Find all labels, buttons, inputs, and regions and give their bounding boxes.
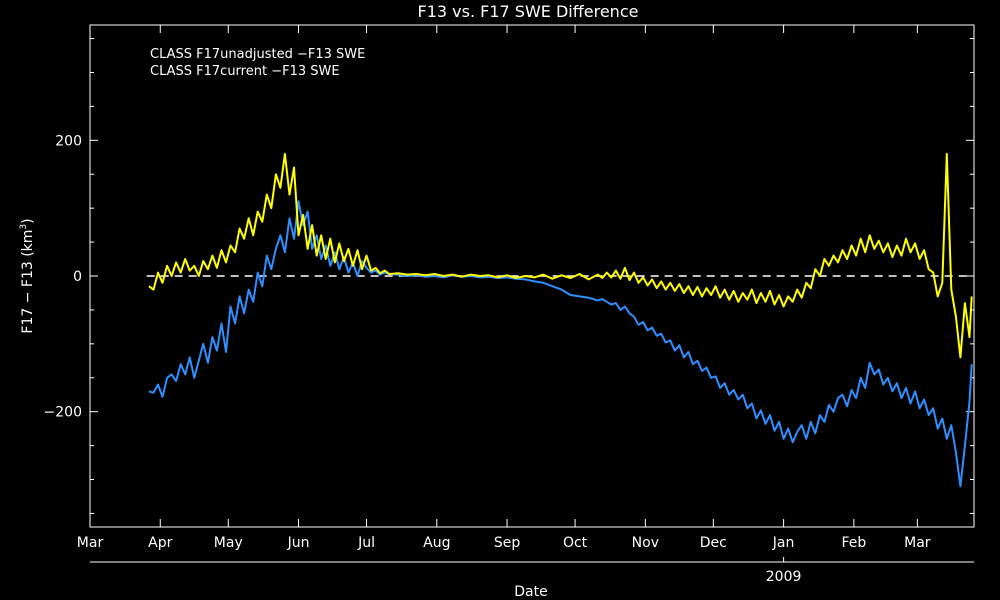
legend-entry-current: CLASS F17current −F13 SWE: [150, 64, 340, 79]
y-axis: −200 0 200: [44, 38, 974, 514]
series-line-current: [148, 152, 973, 359]
y-tick-label: 0: [73, 269, 82, 285]
y-axis-label-superscript: 3: [19, 224, 29, 230]
x-tick-label: Jan: [772, 535, 795, 551]
x-tick-label: Jun: [287, 535, 310, 551]
legend-entry-unadjusted: CLASS F17unadjusted −F13 SWE: [150, 47, 365, 62]
x-tick-label: Sep: [494, 535, 521, 551]
x-tick-label: Dec: [700, 535, 727, 551]
series-layer: [148, 152, 973, 488]
year-label: 2009: [766, 569, 802, 585]
x-tick-label: Jul: [357, 535, 375, 551]
x-tick-label: Oct: [563, 535, 588, 551]
x-tick-label: Feb: [841, 535, 866, 551]
x-tick-label: May: [214, 535, 243, 551]
x-tick-label: Mar: [904, 535, 931, 551]
y-tick-label: −200: [44, 405, 82, 421]
y-axis-label-close: ): [20, 218, 36, 223]
x-axis: Mar Apr May Jun Jul Aug Sep Oct Nov Dec Jan Feb Mar: [77, 25, 931, 551]
y-tick-label: 200: [55, 133, 82, 149]
y-axis-label: F17 − F13 (km3): [19, 218, 36, 333]
x-tick-label: Mar: [77, 535, 104, 551]
chart-title: F13 vs. F17 SWE Difference: [418, 2, 639, 21]
x-tick-label: Aug: [423, 535, 450, 551]
x-tick-label: Nov: [632, 535, 659, 551]
legend: CLASS F17unadjusted −F13 SWE CLASS F17cu…: [150, 47, 365, 79]
x-tick-label: Apr: [148, 535, 172, 551]
series-line-unadjusted: [148, 200, 973, 488]
x-axis-label: Date: [514, 584, 547, 600]
